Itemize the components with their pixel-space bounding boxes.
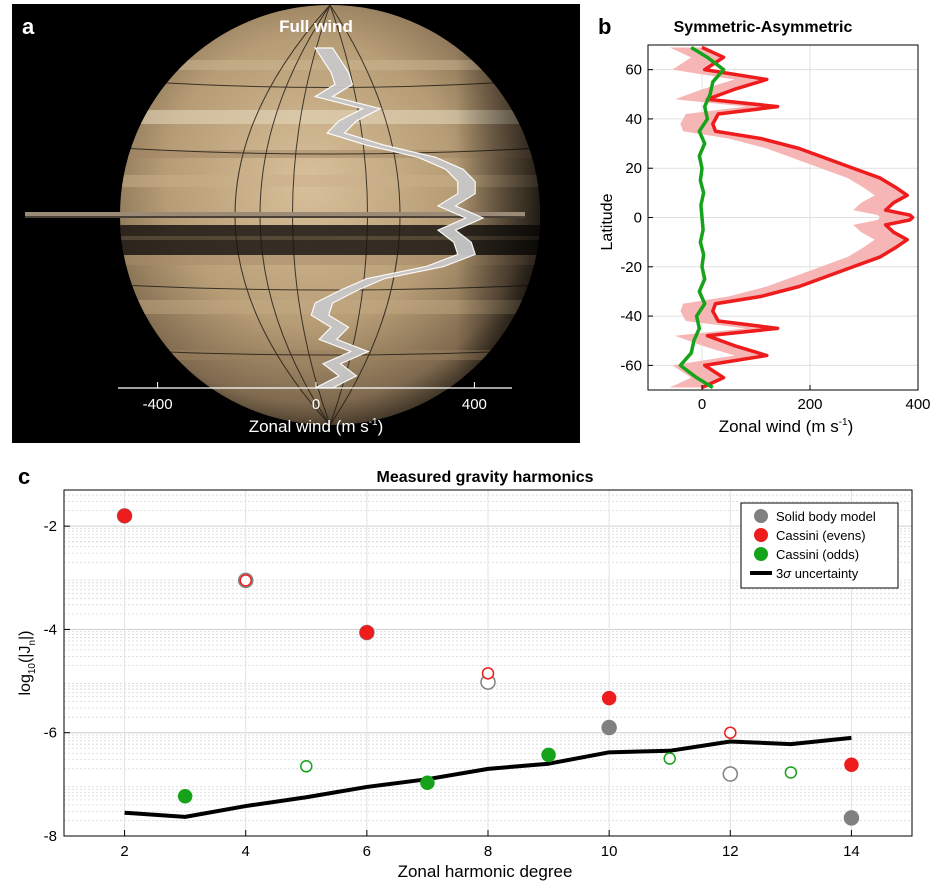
panel-b-y-tick-label: -40 xyxy=(620,308,642,325)
panel-b-y-tick-label: 40 xyxy=(625,111,642,128)
panel-c-ylabel: log10(|Jn|) xyxy=(17,630,38,695)
cassini-even-point xyxy=(239,574,252,587)
panel-a-title: Full wind xyxy=(279,17,353,36)
panel-b-x-tick-label: 200 xyxy=(797,396,822,413)
panel-c-y-tick-label: -2 xyxy=(44,518,57,535)
cassini-odd-point xyxy=(663,752,676,765)
cassini-odd-point xyxy=(420,775,435,791)
panel-c: c Measured gravity harmonics 2 4 6 8 10 12 14 -… xyxy=(17,464,913,881)
legend-label-solid-body: Solid body model xyxy=(776,509,876,524)
cassini-odd-point xyxy=(784,766,798,779)
cassini-odd-point xyxy=(300,760,313,773)
panel-a: -400 0 400 a Full wind Zonal wind (m s-1) xyxy=(12,4,580,443)
cassini-odd-point xyxy=(541,747,556,763)
panel-b-letter: b xyxy=(598,14,611,39)
panel-c-letter: c xyxy=(18,464,30,489)
panel-c-x-tick-label: 10 xyxy=(601,843,618,860)
uncertainty-line xyxy=(124,735,852,819)
panel-a-letter: a xyxy=(22,14,35,39)
panel-b-ylabel: Latitude xyxy=(599,193,616,250)
panel-b-y-tick-label: -20 xyxy=(620,259,642,276)
panel-b-x-tick-label: 400 xyxy=(905,396,930,413)
cassini-odd-point xyxy=(177,788,193,804)
panel-c-x-tick-label: 14 xyxy=(843,843,860,860)
symmetric-wind-line xyxy=(701,45,915,390)
panel-c-x-tick-label: 8 xyxy=(484,843,492,860)
cassini-even-point xyxy=(481,667,495,680)
legend-label-evens: Cassini (evens) xyxy=(776,528,866,543)
panel-a-x-tick-label: -400 xyxy=(143,396,173,413)
panel-a-xlabel: Zonal wind (m s-1) xyxy=(249,417,384,436)
panel-c-x-tick-label: 2 xyxy=(120,843,128,860)
panel-c-x-tick-label: 4 xyxy=(242,843,250,860)
legend-label-uncertainty: 3σ uncertainty xyxy=(776,566,859,581)
legend: Solid body model Cassini (evens) Cassini… xyxy=(740,502,899,589)
legend-marker-evens xyxy=(754,528,768,542)
panel-a-x-axis: -400 0 400 xyxy=(118,382,512,413)
panel-b-x-tick-label: 0 xyxy=(698,396,706,413)
panel-c-title: Measured gravity harmonics xyxy=(377,469,594,486)
solid-body-point xyxy=(843,810,860,826)
solid-body-point xyxy=(722,766,739,782)
panel-b-y-tick-label: 0 xyxy=(634,210,642,227)
panel-b-y-tick-label: -60 xyxy=(620,357,642,374)
panel-c-xlabel: Zonal harmonic degree xyxy=(398,862,573,881)
cassini-even-point xyxy=(117,508,132,524)
panel-b-y-tick-label: 60 xyxy=(625,62,642,79)
panel-c-y-tick-label: -4 xyxy=(44,621,57,638)
panel-c-y-tick-label: -6 xyxy=(44,725,57,742)
panel-c-y-tick-label: -8 xyxy=(44,828,57,845)
panel-a-x-tick-label: 400 xyxy=(462,396,487,413)
panel-b-title: Symmetric-Asymmetric xyxy=(674,19,853,36)
cassini-even-point xyxy=(844,757,859,772)
legend-marker-odds xyxy=(754,547,768,561)
solid-body-point xyxy=(601,719,617,736)
cassini-even-point xyxy=(724,726,737,739)
legend-marker-solid-body xyxy=(754,509,768,523)
legend-label-odds: Cassini (odds) xyxy=(776,547,859,562)
cassini-even-point xyxy=(359,625,375,640)
asymmetric-wind-line xyxy=(678,45,726,390)
cassini-even-point xyxy=(601,690,617,706)
panel-c-x-tick-label: 6 xyxy=(363,843,371,860)
panel-c-x-tick-label: 12 xyxy=(722,843,739,860)
panel-b: b Symmetric-Asymmetric 0 200 4006040200-20… xyxy=(598,14,931,436)
ring-plane xyxy=(25,212,525,217)
panel-b-y-tick-label: 20 xyxy=(625,160,642,177)
panel-b-xlabel: Zonal wind (m s-1) xyxy=(719,417,854,436)
panel-a-x-tick-label: 0 xyxy=(312,396,320,413)
